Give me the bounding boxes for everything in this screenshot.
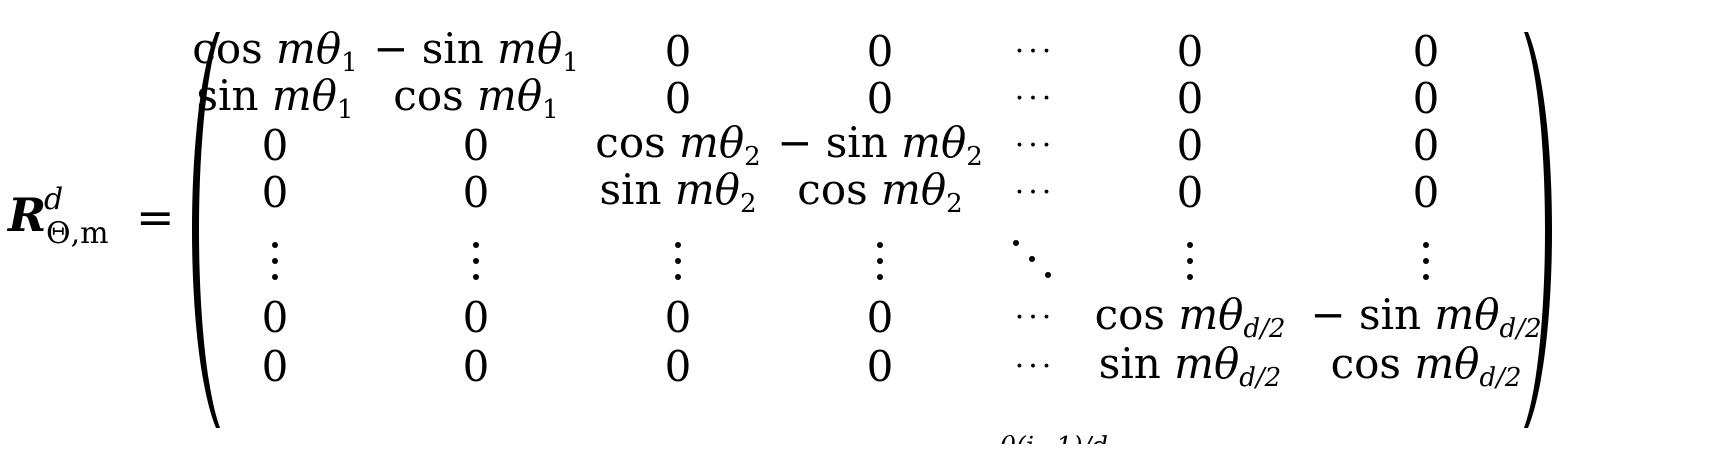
matrix-cell: 0	[1412, 74, 1440, 123]
matrix-cell: ···	[1014, 349, 1056, 384]
matrix-cell: 0	[1412, 27, 1440, 76]
matrix-cell: − sin mθ2	[777, 118, 983, 172]
equals-sign: =	[136, 190, 175, 244]
vertical-ellipsis	[1187, 242, 1193, 282]
vertical-ellipsis	[473, 242, 479, 282]
matrix-cell: 0	[866, 293, 894, 342]
matrix-cell: − sin mθd/2	[1310, 290, 1542, 344]
matrix-cell: 0	[1176, 27, 1204, 76]
matrix-cell: 0	[866, 74, 894, 123]
matrix-cell: 0	[1412, 168, 1440, 217]
matrix-cell: 0	[866, 27, 894, 76]
matrix-cell: sin mθ1	[196, 71, 354, 125]
matrix-cell: 0	[664, 342, 692, 391]
matrix-cell: 0	[462, 293, 490, 342]
matrix-cell: ···	[1014, 175, 1056, 210]
matrix-cell: 0	[462, 168, 490, 217]
matrix-cell: 0	[1412, 121, 1440, 170]
matrix-cell: 0	[664, 74, 692, 123]
cut-off-formula: θ(i−1)/d	[1000, 432, 1108, 462]
matrix-cell: cos mθ1	[393, 71, 559, 125]
rotation-matrix-equation: R d Θ,m = cos mθ1− sin mθ1 0 0 ··· 0 0 sin mθ1…	[8, 24, 1564, 444]
matrix-cell: 0	[664, 293, 692, 342]
matrix-cell: 0	[261, 342, 289, 391]
matrix-subscript: Θ,m	[46, 216, 109, 251]
matrix-cell: ···	[1014, 81, 1056, 116]
matrix-cell: 0	[664, 27, 692, 76]
vertical-ellipsis	[877, 242, 883, 282]
matrix-cell: ···	[1014, 34, 1056, 69]
matrix-cell: cos mθd/2	[1094, 290, 1286, 344]
matrix-cell: 0	[462, 121, 490, 170]
vertical-ellipsis	[675, 242, 681, 282]
matrix-cell: ···	[1014, 128, 1056, 163]
vertical-ellipsis	[272, 242, 278, 282]
matrix-subscript-text: Θ,m	[46, 216, 109, 251]
matrix-superscript: d	[44, 182, 64, 217]
matrix-cell: 0	[866, 342, 894, 391]
left-parenthesis	[180, 30, 220, 430]
matrix-cell: 0	[261, 121, 289, 170]
matrix-cell: 0	[462, 342, 490, 391]
right-parenthesis	[1524, 30, 1564, 430]
matrix-cell: 0	[1176, 168, 1204, 217]
matrix-cell: ···	[1014, 300, 1056, 335]
matrix-cell: sin mθd/2	[1098, 339, 1282, 393]
matrix-cell: − sin mθ1	[373, 24, 579, 78]
matrix-symbol: R d Θ,m =	[8, 182, 183, 251]
matrix-cell: 0	[261, 293, 289, 342]
matrix-cell: 0	[1176, 74, 1204, 123]
matrix-cell: cos mθ1	[192, 24, 358, 78]
matrix-cell: 0	[261, 168, 289, 217]
matrix-cell: sin mθ2	[599, 165, 757, 219]
matrix-letter: R	[8, 188, 47, 242]
matrix-cell: 0	[1176, 121, 1204, 170]
matrix-cell: cos mθ2	[797, 165, 963, 219]
matrix-cell: cos mθ2	[595, 118, 761, 172]
matrix-cell: cos mθd/2	[1330, 339, 1522, 393]
vertical-ellipsis	[1423, 242, 1429, 282]
